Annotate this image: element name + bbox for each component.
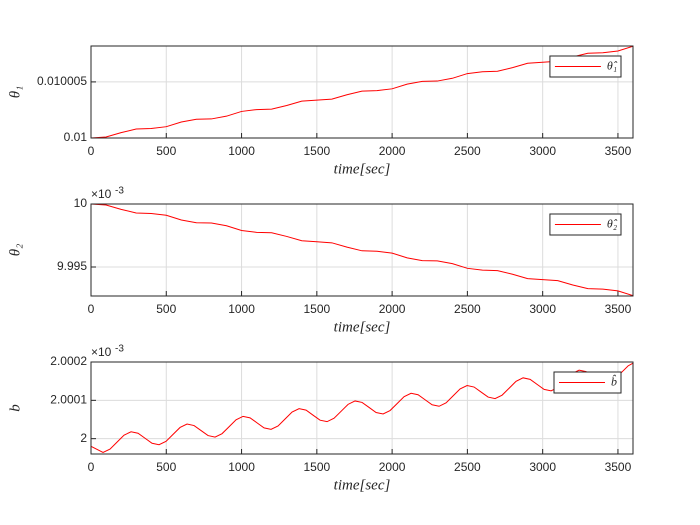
y-tick-label: 2 bbox=[80, 431, 87, 445]
exponent-base: ×10 bbox=[91, 187, 112, 201]
axes: 0 500 1000 1500 2000 2500 3000 3500 2 2.0001 2.000… bbox=[7, 344, 634, 493]
legend-label: θ̂₂ bbox=[607, 216, 618, 230]
y-tick-label: 0.010005 bbox=[37, 74, 87, 88]
y-axis-label: θ₂ bbox=[7, 244, 23, 257]
x-tick-label: 1000 bbox=[228, 144, 255, 158]
data-line bbox=[91, 46, 633, 138]
plot-area bbox=[91, 362, 633, 454]
y-tick-label: 2.0002 bbox=[50, 354, 87, 368]
x-tick-label: 0 bbox=[88, 460, 95, 474]
exponent-base: ×10 bbox=[91, 345, 112, 359]
x-tick-label: 1500 bbox=[303, 460, 330, 474]
x-tick-label: 3000 bbox=[529, 144, 556, 158]
legend: θ̂₁ bbox=[549, 55, 622, 78]
y-tick-label: 10 bbox=[74, 196, 88, 210]
y-axis-label: b bbox=[7, 404, 23, 412]
axes: 0 500 1000 1500 2000 2500 3000 3500 0.01 0.010005… bbox=[7, 45, 634, 177]
x-tick-label: 0 bbox=[88, 302, 95, 316]
y-tick-label: 2.0001 bbox=[50, 393, 87, 407]
x-tick-label: 2500 bbox=[454, 144, 481, 158]
x-tick-label: 2000 bbox=[379, 302, 406, 316]
x-tick-label: 1500 bbox=[303, 302, 330, 316]
legend: b̂ bbox=[553, 371, 622, 394]
x-axis-label: time[sec] bbox=[334, 319, 391, 335]
x-tick-label: 3500 bbox=[605, 460, 632, 474]
x-tick-label: 2500 bbox=[454, 302, 481, 316]
y-tick-label: 9.995 bbox=[57, 259, 87, 273]
x-tick-label: 500 bbox=[156, 302, 176, 316]
data-line bbox=[91, 362, 633, 454]
x-tick-label: 500 bbox=[156, 460, 176, 474]
x-tick-label: 3000 bbox=[529, 302, 556, 316]
x-axis-label: time[sec] bbox=[334, 161, 391, 177]
x-tick-label: 1000 bbox=[228, 302, 255, 316]
legend-label: b̂ bbox=[611, 374, 617, 388]
legend: θ̂₂ bbox=[549, 213, 622, 236]
x-tick-label: 0 bbox=[88, 144, 95, 158]
x-tick-label: 500 bbox=[156, 144, 176, 158]
x-axis-label: time[sec] bbox=[334, 477, 391, 493]
axes-box bbox=[90, 45, 634, 139]
axes: 0 500 1000 1500 2000 2500 3000 3500 9.995 10 time[… bbox=[7, 186, 634, 335]
axes-box bbox=[90, 203, 634, 297]
x-tick-label: 2000 bbox=[379, 144, 406, 158]
y-tick-label: 0.01 bbox=[64, 130, 88, 144]
data-line bbox=[91, 204, 633, 296]
exponent-power: -3 bbox=[115, 344, 124, 355]
x-tick-label: 3500 bbox=[605, 302, 632, 316]
x-tick-label: 2500 bbox=[454, 460, 481, 474]
x-tick-label: 2000 bbox=[379, 460, 406, 474]
x-tick-label: 1500 bbox=[303, 144, 330, 158]
exponent-power: -3 bbox=[115, 186, 124, 197]
axes-box bbox=[90, 361, 634, 455]
x-tick-label: 3000 bbox=[529, 460, 556, 474]
x-tick-label: 3500 bbox=[605, 144, 632, 158]
legend-label: θ̂₁ bbox=[607, 58, 618, 72]
x-tick-label: 1000 bbox=[228, 460, 255, 474]
y-axis-label: θ₁ bbox=[7, 86, 23, 99]
